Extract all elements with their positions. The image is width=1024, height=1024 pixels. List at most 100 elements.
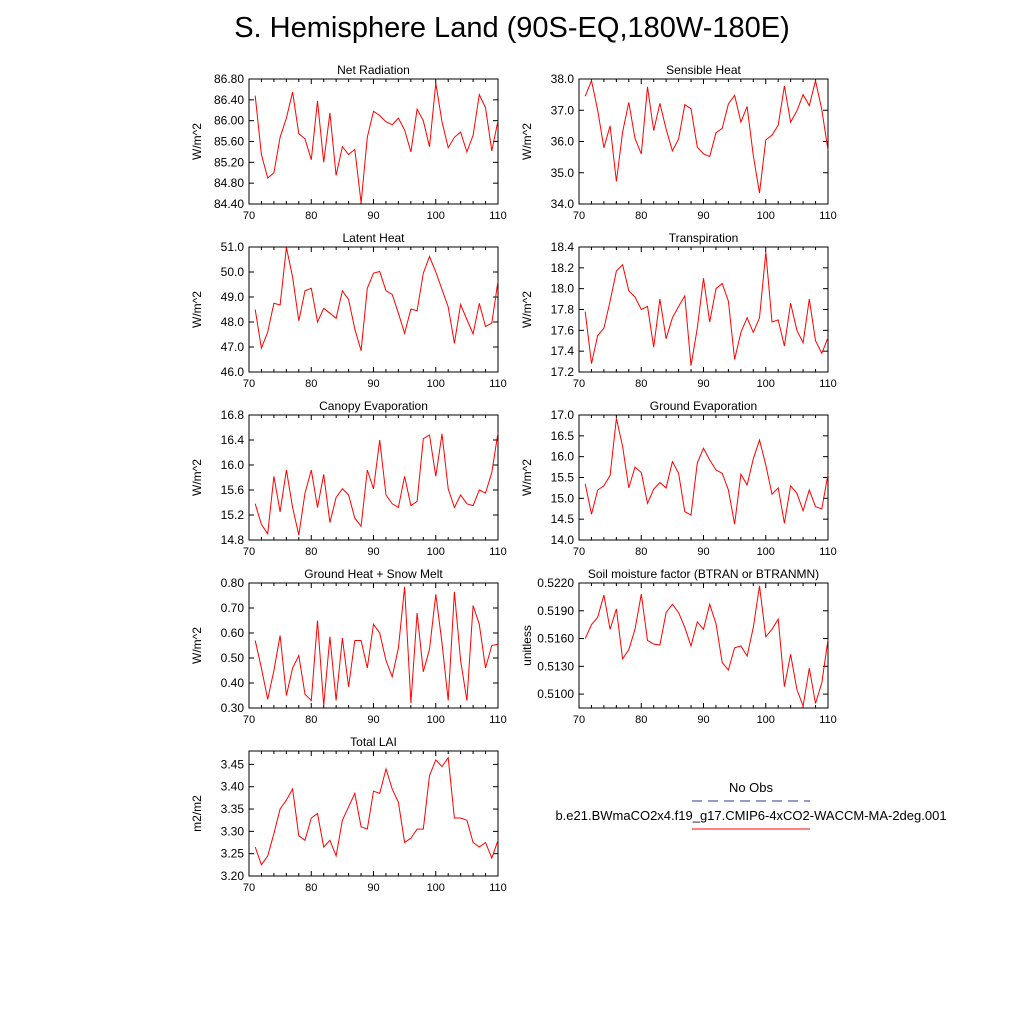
page-title: S. Hemisphere Land (90S-EQ,180W-180E)	[234, 12, 790, 44]
x-tick-label: 70	[243, 210, 255, 222]
chart-title: Canopy Evaporation	[319, 399, 428, 413]
y-tick-label: 18.4	[551, 240, 575, 254]
y-tick-label: 0.5130	[537, 659, 574, 673]
y-tick-label: 15.6	[221, 483, 245, 497]
y-tick-label: 46.0	[221, 365, 245, 379]
y-tick-label: 85.20	[214, 155, 244, 169]
x-tick-label: 110	[489, 546, 507, 558]
x-tick-label: 80	[305, 210, 317, 222]
x-tick-label: 110	[819, 210, 837, 222]
y-tick-label: 17.2	[551, 365, 575, 379]
series-line	[584, 78, 829, 194]
y-axis-label: W/m^2	[520, 123, 534, 160]
x-tick-label: 90	[367, 714, 379, 726]
x-tick-label: 110	[819, 546, 837, 558]
plot-frame	[248, 78, 499, 205]
series-line	[584, 252, 829, 366]
x-tick-label: 90	[367, 378, 379, 390]
chart-title: Ground Heat + Snow Melt	[304, 567, 443, 581]
y-tick-label: 14.5	[551, 512, 575, 526]
x-tick-label: 110	[489, 882, 507, 894]
x-tick-label: 70	[243, 882, 255, 894]
y-tick-label: 0.80	[221, 576, 245, 590]
y-tick-label: 14.0	[551, 533, 575, 547]
x-tick-label: 110	[489, 378, 507, 390]
plot-frame	[578, 78, 829, 205]
x-tick-label: 80	[635, 210, 647, 222]
plot-frame	[248, 246, 499, 373]
y-tick-label: 14.8	[221, 533, 245, 547]
x-tick-label: 80	[635, 546, 647, 558]
plot-frame	[248, 414, 499, 541]
y-tick-label: 16.4	[221, 433, 245, 447]
y-tick-label: 15.0	[551, 491, 575, 505]
chart-panel: Sensible Heat W/m^2 70 80 90 100 110 34.0 35.0 36…	[520, 63, 837, 222]
x-tick-label: 110	[489, 210, 507, 222]
y-tick-label: 37.0	[551, 103, 575, 117]
y-tick-label: 0.5190	[537, 604, 574, 618]
y-tick-label: 36.0	[551, 135, 575, 149]
y-tick-label: 3.35	[221, 802, 245, 816]
y-tick-label: 0.50	[221, 651, 245, 665]
chart-title: Ground Evaporation	[650, 399, 757, 413]
chart-title: Soil moisture factor (BTRAN or BTRANMN)	[588, 567, 819, 581]
y-axis-label: W/m^2	[520, 459, 534, 496]
series-line	[584, 418, 829, 525]
x-tick-label: 70	[573, 714, 585, 726]
x-tick-label: 110	[819, 714, 837, 726]
y-tick-label: 0.5160	[537, 632, 574, 646]
y-tick-label: 47.0	[221, 340, 245, 354]
y-tick-label: 17.0	[551, 408, 575, 422]
x-tick-label: 90	[697, 378, 709, 390]
x-tick-label: 70	[573, 378, 585, 390]
series-line	[254, 432, 499, 536]
chart-title: Net Radiation	[337, 63, 410, 77]
x-tick-label: 90	[697, 546, 709, 558]
chart-title: Transpiration	[669, 231, 739, 245]
y-tick-label: 38.0	[551, 72, 575, 86]
x-tick-label: 110	[819, 378, 837, 390]
chart-panel: Ground Evaporation W/m^2 70 80 90 100 110 14.0 1…	[520, 399, 837, 558]
y-tick-label: 17.8	[551, 303, 575, 317]
y-axis-label: m2/m2	[190, 795, 204, 832]
y-tick-label: 15.2	[221, 508, 245, 522]
x-tick-label: 100	[757, 378, 775, 390]
x-tick-label: 70	[573, 210, 585, 222]
x-tick-label: 80	[635, 714, 647, 726]
y-tick-label: 51.0	[221, 240, 245, 254]
chart-title: Latent Heat	[342, 231, 405, 245]
chart-panel: Transpiration W/m^2 70 80 90 100 110 17.2 17.4 17…	[520, 231, 837, 390]
chart-panel: Net Radiation W/m^2 70 80 90 100 110 84.40 84.80…	[190, 63, 507, 222]
y-tick-label: 17.4	[551, 344, 575, 358]
chart-panel: Canopy Evaporation W/m^2 70 80 90 100 110 14.8 1…	[190, 399, 507, 558]
y-tick-label: 84.80	[214, 176, 244, 190]
y-axis-label: W/m^2	[190, 123, 204, 160]
y-tick-label: 0.5220	[537, 576, 574, 590]
series-line	[254, 756, 499, 866]
y-tick-label: 86.00	[214, 114, 244, 128]
y-tick-label: 49.0	[221, 290, 245, 304]
x-tick-label: 100	[427, 210, 445, 222]
x-tick-label: 100	[757, 210, 775, 222]
x-tick-label: 100	[757, 546, 775, 558]
x-tick-label: 70	[243, 546, 255, 558]
series-line	[254, 586, 499, 706]
chart-panel: Latent Heat W/m^2 70 80 90 100 110 46.0 47.0 48.0…	[190, 231, 507, 390]
chart-title: Total LAI	[350, 735, 397, 749]
y-tick-label: 48.0	[221, 315, 245, 329]
series-line	[254, 247, 499, 351]
y-tick-label: 3.40	[221, 780, 245, 794]
chart-panel: Ground Heat + Snow Melt W/m^2 70 80 90 100 110…	[190, 567, 507, 726]
y-tick-label: 3.30	[221, 824, 245, 838]
x-tick-label: 100	[427, 378, 445, 390]
y-tick-label: 18.2	[551, 261, 575, 275]
x-tick-label: 100	[427, 714, 445, 726]
plot-frame	[578, 414, 829, 541]
y-tick-label: 16.5	[551, 429, 575, 443]
x-tick-label: 70	[573, 546, 585, 558]
x-tick-label: 90	[697, 714, 709, 726]
x-tick-label: 80	[305, 714, 317, 726]
x-tick-label: 90	[367, 882, 379, 894]
y-tick-label: 85.60	[214, 135, 244, 149]
x-tick-label: 80	[305, 378, 317, 390]
